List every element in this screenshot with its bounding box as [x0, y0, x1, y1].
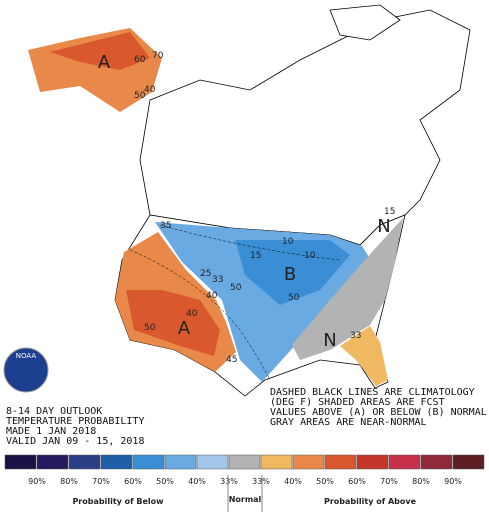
legend-swatch: [68, 454, 101, 470]
legend-swatch: [164, 454, 197, 470]
legend-swatch: [36, 454, 69, 470]
alaska-above-inner: [50, 32, 150, 70]
legend-label: 80%: [412, 477, 430, 486]
contour-label: 40: [206, 291, 218, 301]
legend-caption: Probability of Above: [324, 497, 417, 506]
logo-disc: [3, 347, 49, 393]
legend-swatch: [196, 454, 229, 470]
region-letter: A: [178, 318, 191, 339]
contour-label: 33: [212, 275, 223, 285]
legend-swatch: [356, 454, 389, 470]
climatology-line: [129, 249, 271, 381]
legend-swatch: [260, 454, 293, 470]
graticule: [129, 224, 341, 381]
legend-label: 50%: [316, 477, 334, 486]
note-text: VALUES ABOVE (A) OR BELOW (B) NORMAL: [270, 407, 487, 418]
contour-label: 60: [134, 55, 146, 65]
southeast-above: [340, 326, 388, 386]
outlook-text: MADE 1 JAN 2018: [6, 426, 96, 437]
contour-label: 33: [350, 331, 361, 341]
legend-label: 33%: [252, 477, 270, 486]
region-letter: N: [323, 330, 336, 351]
legend-swatch: [228, 454, 261, 470]
contour-label: 35: [160, 221, 171, 231]
contour-label: 25: [200, 269, 211, 279]
central-below-inner: [235, 240, 350, 305]
contour-label: 10: [304, 251, 316, 261]
contour-label: 50: [288, 293, 300, 303]
legend-label: 40%: [188, 477, 206, 486]
contour-label: 45: [226, 355, 237, 365]
contour-label: 50: [144, 323, 156, 333]
legend-swatch: [100, 454, 133, 470]
noaa-logo: NOAA: [3, 347, 49, 393]
region-letter: N: [377, 216, 390, 237]
note-text: (DEG F) SHADED AREAS ARE FCST: [270, 397, 445, 408]
legend-label: 60%: [348, 477, 366, 486]
logo-text: NOAA: [16, 352, 37, 360]
legend-label: 70%: [380, 477, 398, 486]
legend-label: 60%: [124, 477, 142, 486]
outlook-text: TEMPERATURE PROBABILITY: [6, 416, 144, 427]
west-above-inner: [126, 290, 220, 356]
legend-swatch: [132, 454, 165, 470]
canada: [139, 9, 471, 246]
outlook-text: 8-14 DAY OUTLOOK: [6, 406, 102, 417]
legend-label: 50%: [156, 477, 174, 486]
legend-label: 90%: [444, 477, 462, 486]
contour-label: 40: [144, 85, 156, 95]
east-normal: [292, 218, 403, 360]
legend-caption: Probability of Below: [72, 497, 164, 506]
contour-label: 50: [134, 91, 146, 101]
contour-label: 15: [384, 207, 395, 217]
legend-label: 70%: [92, 477, 110, 486]
contour-label: 50: [230, 283, 242, 293]
legend: 90% 80% 70% 60% 50% 40% 33% 33% 40% 50% 60% 70% 80% 9…: [4, 454, 485, 512]
climatology-line: [159, 224, 341, 261]
legend-label: 90%: [28, 477, 46, 486]
contour-label: 70: [152, 51, 164, 61]
greenland: [329, 4, 401, 41]
legend-label: 40%: [284, 477, 302, 486]
outlook-text: VALID JAN 09 - 15, 2018: [6, 436, 144, 447]
land: [139, 4, 471, 246]
shading: [28, 28, 406, 397]
legend-caption: Normal: [229, 495, 262, 504]
note-text: DASHED BLACK LINES ARE CLIMATOLOGY: [270, 387, 475, 398]
legend-swatch: [324, 454, 357, 470]
legend-swatch: [420, 454, 453, 470]
region-letter: B: [284, 264, 296, 285]
legend-swatch: [388, 454, 421, 470]
contour-label: 40: [186, 309, 198, 319]
contour-label: 15: [250, 251, 261, 261]
legend-label: 33%: [220, 477, 238, 486]
legend-swatch: [452, 454, 485, 470]
note-text: GRAY AREAS ARE NEAR-NORMAL: [270, 417, 427, 428]
legend-swatch: [292, 454, 325, 470]
region-letter: A: [98, 52, 111, 73]
legend-label: 80%: [60, 477, 78, 486]
legend-swatch: [4, 454, 37, 470]
contour-label: 10: [282, 237, 294, 247]
